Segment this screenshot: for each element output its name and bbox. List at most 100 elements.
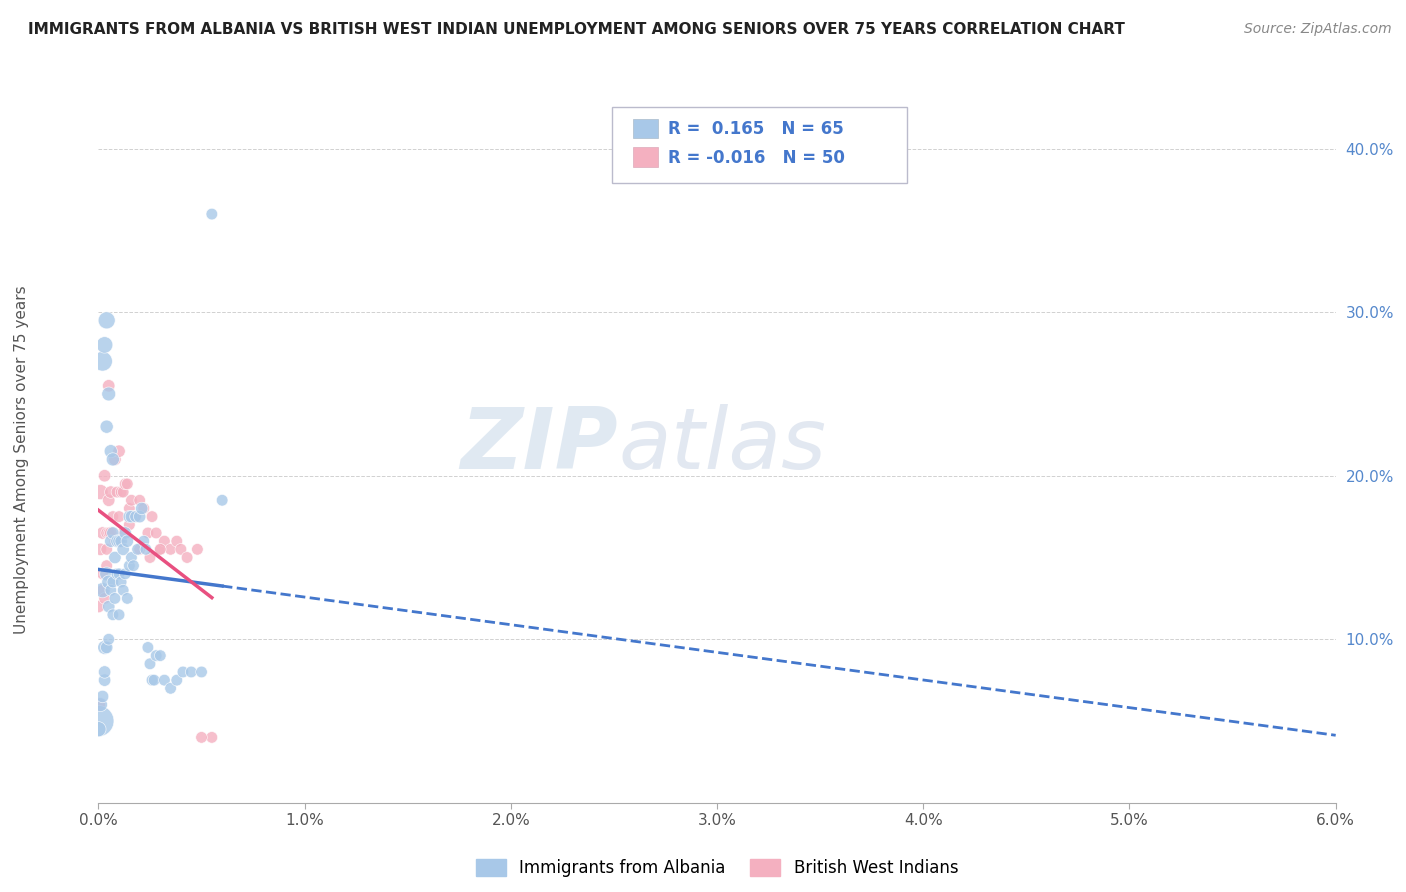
- Point: [122, 509, 145, 524]
- Point: [114, 566, 136, 581]
- Point: [89, 485, 111, 500]
- Point: [108, 509, 131, 524]
- Point: [118, 517, 141, 532]
- Point: [139, 657, 162, 671]
- Point: [91, 583, 114, 598]
- Point: [101, 509, 124, 524]
- Point: [87, 723, 110, 737]
- Point: [145, 648, 167, 663]
- Point: [128, 542, 150, 557]
- Point: [96, 640, 118, 655]
- Point: [87, 714, 110, 728]
- Point: [159, 681, 181, 696]
- Point: [104, 452, 127, 467]
- Point: [96, 313, 118, 327]
- Point: [101, 575, 124, 590]
- Point: [180, 665, 202, 679]
- Text: ZIP: ZIP: [460, 404, 619, 487]
- Point: [97, 387, 120, 401]
- Point: [143, 673, 166, 688]
- Point: [96, 558, 118, 573]
- Point: [149, 542, 172, 557]
- Point: [176, 550, 198, 565]
- Point: [91, 583, 114, 598]
- Point: [166, 534, 188, 549]
- Point: [159, 542, 181, 557]
- Text: Source: ZipAtlas.com: Source: ZipAtlas.com: [1244, 22, 1392, 37]
- Text: atlas: atlas: [619, 404, 827, 487]
- Point: [136, 640, 159, 655]
- Point: [114, 526, 136, 541]
- Point: [97, 526, 120, 541]
- Point: [97, 632, 120, 647]
- Point: [96, 566, 118, 581]
- Point: [131, 501, 153, 516]
- Point: [110, 485, 132, 500]
- Point: [91, 354, 114, 368]
- Point: [120, 493, 142, 508]
- Point: [108, 444, 131, 458]
- Point: [153, 673, 176, 688]
- Point: [118, 509, 141, 524]
- Point: [117, 591, 139, 606]
- Point: [108, 534, 131, 549]
- Point: [93, 338, 115, 352]
- Point: [124, 509, 146, 524]
- Point: [112, 485, 135, 500]
- Point: [128, 509, 150, 524]
- Point: [117, 534, 139, 549]
- Point: [100, 526, 122, 541]
- Point: [97, 493, 120, 508]
- Point: [97, 575, 120, 590]
- Point: [104, 591, 127, 606]
- Point: [89, 542, 111, 557]
- Point: [108, 607, 131, 622]
- Text: Unemployment Among Seniors over 75 years: Unemployment Among Seniors over 75 years: [14, 285, 28, 633]
- Legend: Immigrants from Albania, British West Indians: Immigrants from Albania, British West In…: [470, 852, 965, 884]
- Point: [149, 648, 172, 663]
- Point: [172, 665, 194, 679]
- Point: [211, 493, 233, 508]
- Point: [139, 550, 162, 565]
- Point: [153, 534, 176, 549]
- Point: [145, 526, 167, 541]
- Point: [91, 526, 114, 541]
- Point: [100, 485, 122, 500]
- Point: [190, 665, 212, 679]
- Point: [101, 526, 124, 541]
- Text: IMMIGRANTS FROM ALBANIA VS BRITISH WEST INDIAN UNEMPLOYMENT AMONG SENIORS OVER 7: IMMIGRANTS FROM ALBANIA VS BRITISH WEST …: [28, 22, 1125, 37]
- Point: [96, 526, 118, 541]
- Point: [101, 452, 124, 467]
- Point: [149, 542, 172, 557]
- Point: [127, 542, 149, 557]
- Point: [97, 599, 120, 614]
- Point: [100, 444, 122, 458]
- Point: [120, 550, 142, 565]
- Point: [201, 207, 224, 221]
- Point: [190, 731, 212, 745]
- Point: [93, 468, 115, 483]
- Point: [114, 477, 136, 491]
- Point: [104, 534, 127, 549]
- Point: [93, 673, 115, 688]
- Point: [93, 640, 115, 655]
- Point: [170, 542, 193, 557]
- Point: [166, 673, 188, 688]
- Point: [105, 534, 128, 549]
- Point: [122, 558, 145, 573]
- Point: [87, 599, 110, 614]
- Point: [104, 550, 127, 565]
- Point: [110, 534, 132, 549]
- Point: [101, 607, 124, 622]
- Point: [93, 665, 115, 679]
- Text: R =  0.165   N = 65: R = 0.165 N = 65: [668, 120, 844, 138]
- Point: [132, 501, 155, 516]
- Point: [141, 509, 163, 524]
- Point: [186, 542, 208, 557]
- Point: [118, 501, 141, 516]
- Point: [105, 566, 128, 581]
- Point: [110, 575, 132, 590]
- Point: [112, 526, 135, 541]
- Point: [91, 690, 114, 704]
- Point: [118, 558, 141, 573]
